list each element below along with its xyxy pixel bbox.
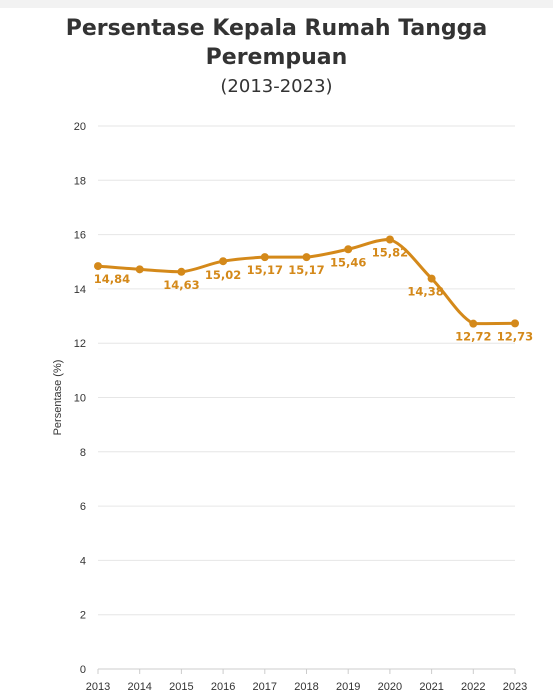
data-point — [94, 262, 102, 271]
y-axis-ticks: 0 2 4 6 8 10 12 14 16 18 20 — [74, 121, 86, 676]
data-points — [94, 235, 519, 328]
y-tick-label: 14 — [74, 284, 86, 296]
data-label: 15,46 — [330, 255, 366, 269]
x-tick-label: 2015 — [169, 681, 193, 693]
y-tick-label: 0 — [80, 664, 86, 676]
data-label: 15,02 — [205, 268, 241, 282]
x-tick-label: 2020 — [378, 681, 402, 693]
y-tick-label: 18 — [74, 175, 86, 187]
x-tick-label: 2018 — [294, 681, 318, 693]
y-tick-label: 20 — [74, 121, 86, 133]
top-bar — [0, 0, 553, 8]
grid-lines — [98, 125, 515, 670]
y-tick-label: 12 — [74, 338, 86, 350]
y-tick-label: 16 — [74, 230, 86, 242]
x-tick-label: 2014 — [127, 681, 151, 693]
chart-title-line-1: Persentase Kepala Rumah Tangga — [65, 16, 488, 41]
y-tick-label: 4 — [80, 555, 86, 567]
y-axis-label: Persentase (%) — [52, 360, 64, 436]
y-tick-label: 6 — [80, 501, 86, 513]
data-point — [135, 265, 144, 274]
data-label: 14,84 — [94, 272, 130, 286]
data-point — [302, 253, 311, 262]
x-tick-label: 2022 — [461, 681, 485, 693]
x-tick-label: 2021 — [419, 681, 443, 693]
data-point — [427, 274, 436, 283]
x-axis-ticks: 2013 2014 2015 2016 2017 2018 2019 2020 2021 2022… — [86, 668, 527, 693]
y-tick-label: 2 — [80, 610, 86, 622]
x-tick-label: 2016 — [211, 681, 235, 693]
data-label: 14,63 — [163, 278, 199, 292]
data-point — [177, 267, 186, 276]
data-point — [260, 253, 269, 262]
data-label: 15,17 — [247, 263, 283, 277]
chart-title: Persentase Kepala Rumah Tangga Perempuan — [0, 14, 553, 72]
data-label: 14,38 — [407, 285, 443, 299]
x-tick-label: 2023 — [503, 681, 527, 693]
x-tick-label: 2019 — [336, 681, 360, 693]
data-point — [385, 235, 394, 244]
data-point — [511, 319, 519, 328]
data-labels: 14,84 14,63 15,02 15,17 15,17 15,46 15,82 14,38… — [94, 245, 533, 343]
series-line — [96, 237, 517, 326]
chart-subtitle: (2013-2023) — [220, 76, 333, 97]
data-point — [219, 257, 228, 266]
y-tick-label: 10 — [74, 393, 86, 405]
y-tick-label: 8 — [80, 447, 86, 459]
data-point — [344, 245, 353, 254]
x-tick-label: 2013 — [86, 681, 110, 693]
data-label: 15,17 — [288, 263, 324, 277]
data-label: 12,73 — [497, 329, 533, 343]
chart-title-line-2: Perempuan — [205, 45, 348, 70]
data-label: 12,72 — [455, 330, 491, 344]
data-label: 15,82 — [372, 245, 408, 259]
x-tick-label: 2017 — [253, 681, 277, 693]
data-point — [469, 319, 478, 328]
